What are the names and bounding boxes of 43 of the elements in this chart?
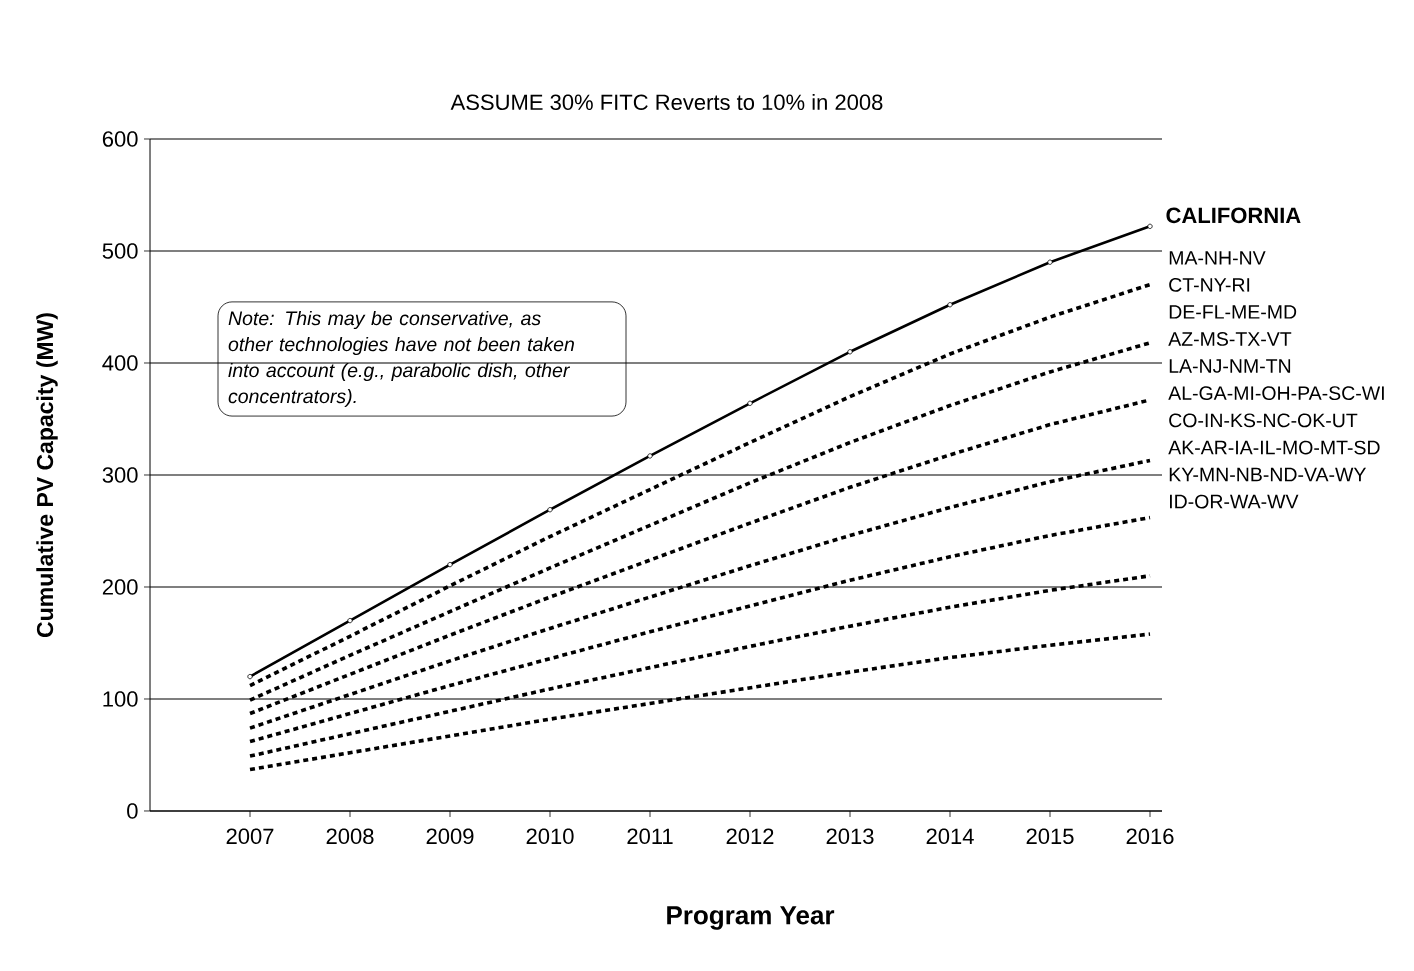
x-tick-label: 2012 [726,828,774,845]
point [1047,259,1053,265]
text: MA-NH-NV [1169,251,1266,265]
text: AZ-MS-TX-VT [1168,332,1292,346]
y-tick-label: 300 [102,467,138,483]
annotation: Note: This may be conservative, as other technologies have not been taken into account (e.g., parabolic dish, other concentrators). [228,310,574,408]
x-tick-label: 2014 [926,828,974,845]
x-tick-label: 2010 [526,828,574,845]
x-tick-label: 2015 [1026,828,1074,845]
text: KY-MN-NB-ND-VA-WY [1169,467,1367,482]
x-tick-label: 2007 [226,828,274,845]
series-label: CALIFORNIA [1166,207,1301,224]
y-tick-label: 0 [127,803,138,819]
point [647,453,653,459]
point [747,400,753,406]
line-series [248,458,1152,730]
text: DE-FL-ME-MD [1169,305,1297,319]
point [547,507,553,513]
text: AK-AR-IA-IL-MO-MT-SD [1168,440,1380,455]
point [447,561,453,568]
text: ID-OR-WA-WV [1170,494,1299,509]
chart-title: ASSUME 30% FITC Reverts to 10% in 2008 [450,93,883,111]
point [1147,223,1153,229]
y-tick-label: 200 [102,579,138,595]
x-tick-label: 2013 [826,828,874,845]
x-axis-title: Program Year [667,906,835,930]
x-tick-label: 2009 [426,828,474,845]
text: CO-IN-KS-NC-OK-UT [1169,413,1358,428]
x-tick-label: 2011 [627,828,673,845]
x-tick-label: 2016 [1126,828,1174,845]
y-axis-title: Cumulative PV Capacity (MW) [36,313,58,637]
point [947,302,953,308]
text: AL-GA-MI-OH-PA-SC-WI [1168,386,1384,401]
y-tick-label: 400 [102,355,138,371]
text: LA-NJ-NM-TN [1169,359,1291,373]
y-tick-label: 600 [102,131,138,147]
point [347,617,353,624]
y-tick-label: 500 [102,243,138,259]
point [247,673,253,680]
y-tick-label: 100 [103,691,138,707]
point [847,349,853,355]
text: CT-NY-RI [1169,278,1250,292]
x-tick-label: 2008 [326,828,374,845]
